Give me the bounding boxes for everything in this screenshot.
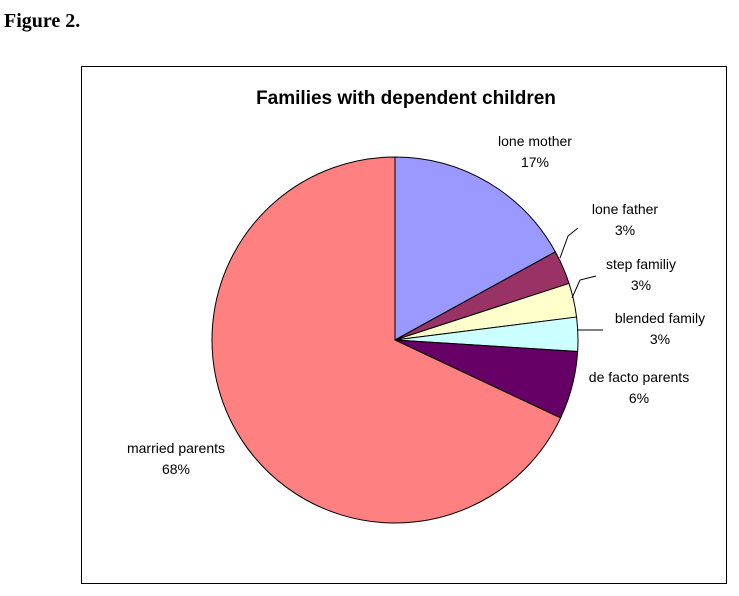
slice-percent-label: 3% [615, 222, 635, 238]
slice-label: married parents [127, 440, 225, 456]
slice-label: step familiy [606, 256, 676, 272]
slice-percent-label: 68% [162, 461, 190, 477]
slice-percent-label: 6% [629, 390, 649, 406]
leader-line [559, 227, 579, 259]
slice-label: blended family [615, 310, 705, 326]
slice-percent-label: 17% [521, 154, 549, 170]
pie-slice-lone-mother [394, 156, 557, 341]
chart-title: Families with dependent children [256, 88, 556, 109]
pie-slices [211, 156, 579, 524]
pie-slice-married-parents [211, 156, 562, 524]
slice-label: lone mother [498, 133, 572, 149]
slice-percent-label: 3% [650, 331, 670, 347]
slice-labels: lone mother 17% lone father 3% step familiy 3… [127, 133, 705, 477]
figure-label: Figure 2. [4, 10, 81, 32]
leader-lines [559, 227, 603, 331]
slice-label: lone father [592, 201, 658, 217]
leader-line [571, 275, 597, 299]
slice-label: de facto parents [589, 369, 689, 385]
slice-percent-label: 3% [631, 277, 651, 293]
